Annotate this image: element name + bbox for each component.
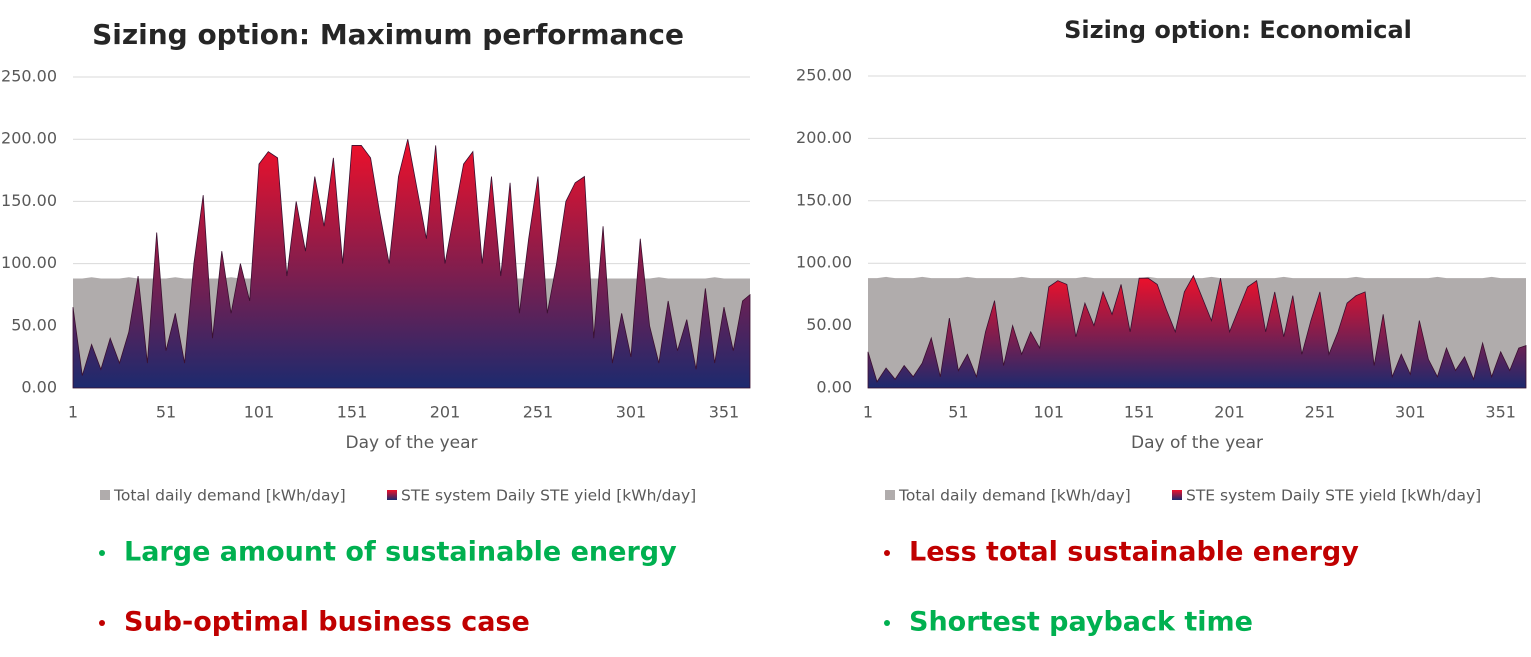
- x-tick-label: 351: [1485, 403, 1516, 422]
- y-tick-label: 100.00: [1, 253, 57, 272]
- y-tick-label: 250.00: [796, 66, 852, 85]
- x-axis-title: Day of the year: [1131, 433, 1263, 453]
- x-tick-label: 201: [1214, 403, 1245, 422]
- annotation: Large amount of sustainable energy: [124, 537, 677, 568]
- y-tick-label: 50.00: [11, 315, 57, 334]
- legend-label: STE system Daily STE yield [kWh/day]: [401, 487, 696, 505]
- x-tick-label: 1: [863, 403, 873, 422]
- area-series: [867, 274, 1527, 389]
- chart-title: Sizing option: Economical: [1064, 16, 1412, 44]
- legend-swatch: [885, 490, 895, 500]
- y-tick-label: 250.00: [1, 67, 57, 86]
- y-tick-label: 150.00: [796, 190, 852, 209]
- annotation: Less total sustainable energy: [909, 537, 1359, 568]
- legend-swatch: [1172, 490, 1182, 500]
- legend-swatch: [387, 490, 397, 500]
- y-tick-label: 100.00: [796, 253, 852, 272]
- annotation: Sub-optimal business case: [124, 607, 530, 638]
- annotation: Shortest payback time: [909, 607, 1253, 638]
- legend-label: Total daily demand [kWh/day]: [113, 487, 346, 505]
- x-tick-label: 151: [337, 403, 368, 422]
- y-tick-label: 50.00: [806, 315, 852, 334]
- y-tick-label: 150.00: [1, 191, 57, 210]
- legend-label: Total daily demand [kWh/day]: [898, 487, 1131, 505]
- x-tick-label: 351: [709, 403, 740, 422]
- bullet: [99, 620, 105, 626]
- y-tick-label: 0.00: [816, 378, 852, 397]
- bullet: [884, 550, 890, 556]
- y-tick-label: 0.00: [21, 378, 57, 397]
- chart-title: Sizing option: Maximum performance: [92, 18, 684, 51]
- legend-label: STE system Daily STE yield [kWh/day]: [1186, 487, 1481, 505]
- y-tick-label: 200.00: [796, 128, 852, 147]
- y-tick-label: 200.00: [1, 129, 57, 148]
- bullet: [99, 550, 105, 556]
- x-tick-label: 251: [1305, 403, 1336, 422]
- area-series: [72, 139, 751, 389]
- x-tick-label: 51: [948, 403, 968, 422]
- x-tick-label: 201: [430, 403, 461, 422]
- x-tick-label: 51: [156, 403, 176, 422]
- x-tick-label: 151: [1124, 403, 1155, 422]
- x-tick-label: 101: [1033, 403, 1064, 422]
- x-tick-label: 251: [523, 403, 554, 422]
- x-axis-title: Day of the year: [346, 433, 478, 453]
- x-tick-label: 301: [616, 403, 647, 422]
- x-tick-label: 1: [68, 403, 78, 422]
- bullet: [884, 620, 890, 626]
- legend-swatch: [100, 490, 110, 500]
- x-tick-label: 101: [244, 403, 275, 422]
- x-tick-label: 301: [1395, 403, 1426, 422]
